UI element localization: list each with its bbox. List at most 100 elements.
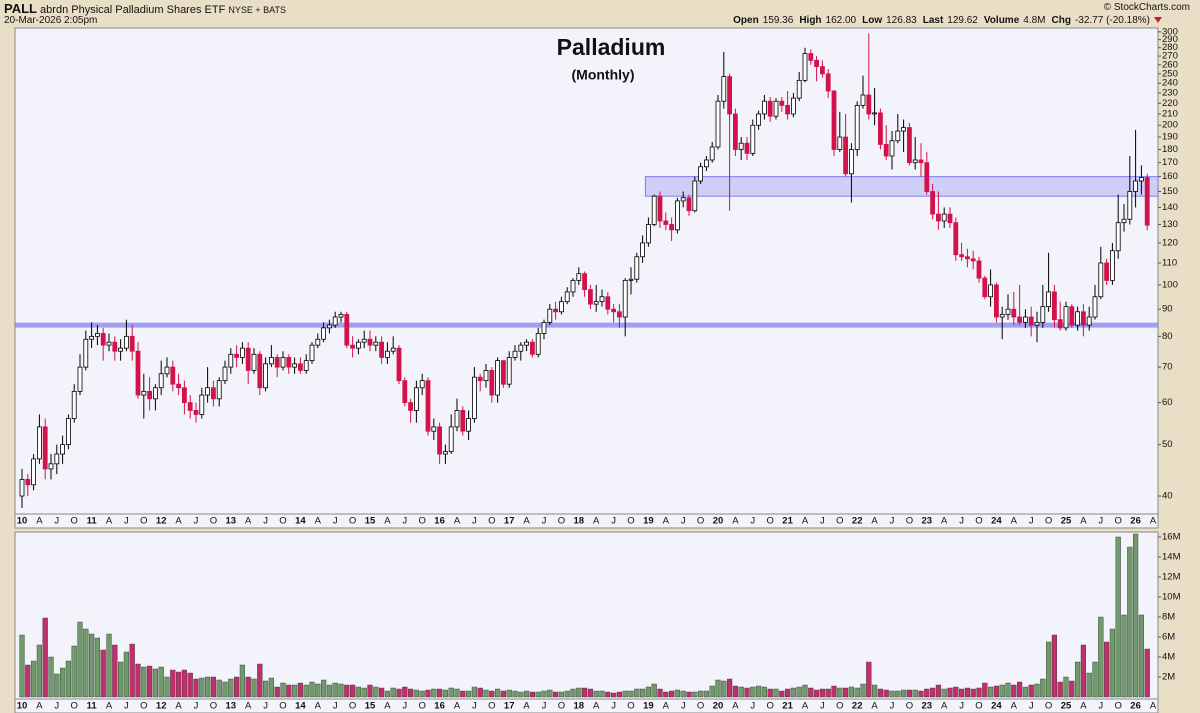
x-tick-label: J xyxy=(194,516,199,527)
candle-body xyxy=(199,394,205,415)
volume-bar xyxy=(930,687,936,698)
volume-bar xyxy=(738,686,744,698)
x-tick-label: O xyxy=(558,516,565,527)
candle-body xyxy=(738,142,744,150)
x-tick-label: 10 xyxy=(17,701,28,712)
candle-body xyxy=(187,402,193,411)
x-tick-label: A xyxy=(1150,516,1157,527)
x-tick-label: J xyxy=(959,516,964,527)
volume-bar xyxy=(361,687,367,698)
volume-bar xyxy=(471,686,478,698)
volume-bar xyxy=(216,679,222,698)
candle-body xyxy=(77,366,83,392)
candle-body xyxy=(1139,177,1144,182)
candle-body xyxy=(564,291,570,303)
candle-body xyxy=(1144,177,1150,226)
volume-bar xyxy=(669,690,675,698)
volume-bar xyxy=(1045,641,1052,698)
x-tick-label: O xyxy=(71,516,78,527)
volume-bar xyxy=(999,684,1005,698)
x-tick-label: 11 xyxy=(87,701,98,712)
x-tick-label: J xyxy=(542,701,547,712)
y-tick-label: 180 xyxy=(1162,144,1178,155)
x-tick-label: 12 xyxy=(156,701,167,712)
x-tick-label: O xyxy=(71,701,78,712)
volume-bar xyxy=(31,660,37,698)
volume-bar xyxy=(495,688,501,698)
volume-bar xyxy=(1005,682,1011,698)
quote-value: 162.00 xyxy=(825,15,857,26)
candle-body xyxy=(60,444,65,455)
volume-bar xyxy=(651,683,657,698)
volume-bar xyxy=(634,688,640,698)
volume-bar xyxy=(367,684,373,698)
x-tick-label: 19 xyxy=(643,516,654,527)
x-tick-label: 14 xyxy=(295,516,306,527)
y-tick-label: 50 xyxy=(1162,439,1173,450)
candle-body xyxy=(355,341,361,349)
volume-bar xyxy=(686,691,692,698)
candle-body xyxy=(530,341,535,355)
candle-body xyxy=(582,273,587,290)
candle-body xyxy=(773,100,779,117)
candle-body xyxy=(425,380,431,432)
symbol: PALL xyxy=(4,1,37,16)
candle-body xyxy=(292,363,298,368)
x-axis-row xyxy=(14,698,1159,713)
volume-bar xyxy=(245,676,251,698)
x-tick-label: A xyxy=(871,701,878,712)
x-tick-label: J xyxy=(542,516,547,527)
volume-bar xyxy=(785,688,791,698)
y-tick-label: 240 xyxy=(1162,78,1178,89)
candle-body xyxy=(634,256,640,280)
x-tick-label: 13 xyxy=(226,701,237,712)
candle-body xyxy=(297,363,303,371)
candle-body xyxy=(1098,262,1104,298)
candle-body xyxy=(959,254,964,258)
x-tick-label: 24 xyxy=(991,516,1002,527)
volume-bar xyxy=(199,677,205,698)
candle-body xyxy=(454,410,460,428)
volume-bar xyxy=(1115,536,1121,698)
volume-bar xyxy=(732,685,739,698)
x-tick-label: O xyxy=(349,701,356,712)
x-tick-label: O xyxy=(975,516,982,527)
x-tick-label: J xyxy=(333,516,338,527)
x-tick-label: 25 xyxy=(1061,516,1072,527)
x-tick-label: 22 xyxy=(852,701,863,712)
candle-body xyxy=(135,350,141,396)
candle-body xyxy=(651,195,657,225)
volume-bar xyxy=(112,644,118,698)
x-tick-label: A xyxy=(523,516,530,527)
y-tick-label: 260 xyxy=(1162,59,1178,70)
x-tick-label: A xyxy=(175,516,182,527)
volume-bar xyxy=(321,679,327,698)
volume-bar xyxy=(42,617,48,698)
volume-bar xyxy=(355,686,362,698)
volume-bar xyxy=(36,644,43,698)
candle-body xyxy=(1110,250,1115,281)
candle-body xyxy=(118,347,123,352)
volume-bar xyxy=(1103,641,1110,698)
volume-bar xyxy=(1057,681,1063,698)
volume-bar xyxy=(918,690,924,698)
x-tick-label: A xyxy=(1150,701,1157,712)
candle-body xyxy=(912,159,918,164)
y-tick-label: 270 xyxy=(1162,51,1178,62)
volume-bar xyxy=(263,680,269,698)
candle-body xyxy=(791,97,796,115)
x-tick-label: 15 xyxy=(365,516,376,527)
candle-body xyxy=(907,127,912,164)
fund-name: abrdn Physical Palladium Shares ETF xyxy=(40,4,226,16)
volume-bar xyxy=(587,688,594,698)
candle-body xyxy=(31,458,37,486)
candle-body xyxy=(999,313,1005,318)
x-tick-label: A xyxy=(732,701,739,712)
volume-bar xyxy=(831,685,837,698)
candle-body xyxy=(42,426,48,470)
x-tick-label: 26 xyxy=(1130,516,1141,527)
x-tick-label: O xyxy=(906,516,913,527)
candle-body xyxy=(970,258,976,262)
volume-bar xyxy=(83,628,89,698)
volume-bar xyxy=(582,687,588,698)
